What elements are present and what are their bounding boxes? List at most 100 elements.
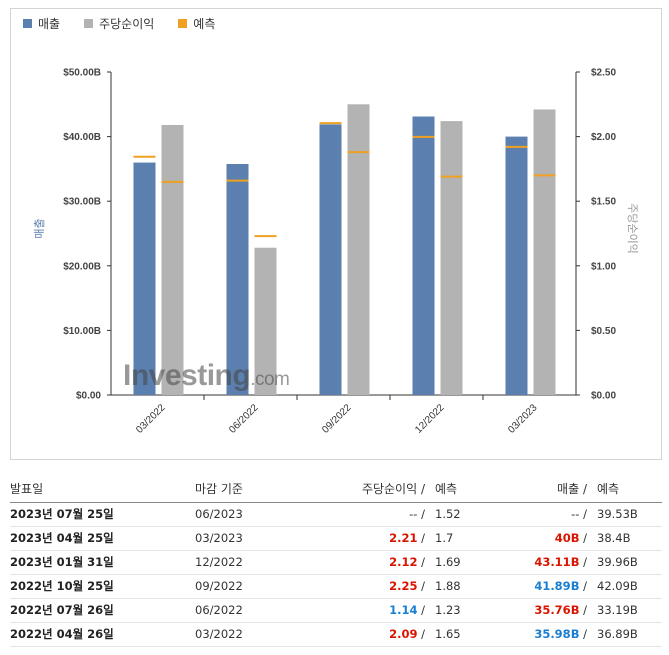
table-row: 2022년 07월 26일 06/2022 1.14 /1.23 35.76B /33…	[10, 598, 662, 623]
revenue-bar	[226, 163, 249, 395]
x-tick-label: 03/2022	[134, 402, 168, 436]
header-eps-forecast[interactable]: 예측	[425, 476, 505, 503]
y2-tick-label: $0.00	[591, 391, 616, 402]
row-eps-forecast: 1.7	[425, 526, 505, 551]
investing-watermark: Investing.com	[123, 359, 290, 393]
left-axis-title: 매출	[33, 218, 46, 238]
legend-item-eps[interactable]: 주당순이익	[84, 15, 154, 32]
legend-item-revenue[interactable]: 매출	[23, 15, 60, 32]
chart-plot: $0.00 $10.00B $20.00B $30.00B $40.00B $50.00B…	[33, 68, 639, 436]
eps-bar	[161, 124, 184, 396]
row-eps: -- /	[305, 502, 425, 527]
eps-value: 2.12	[389, 555, 418, 569]
row-revenue-forecast: 33.19B	[587, 598, 662, 623]
row-revenue-forecast: 39.53B	[587, 502, 662, 527]
forecast-swatch	[178, 19, 188, 28]
row-revenue: 35.98B /	[505, 622, 587, 647]
eps-bar	[440, 121, 463, 395]
legend-label-eps: 주당순이익	[99, 17, 155, 31]
y2-tick-label: $1.00	[591, 261, 616, 272]
row-eps: 2.25 /	[305, 574, 425, 599]
revenue-bar	[319, 124, 342, 396]
row-eps: 2.12 /	[305, 550, 425, 575]
legend-item-forecast[interactable]: 예측	[178, 15, 215, 32]
row-revenue-forecast: 36.89B	[587, 622, 662, 647]
row-revenue: 40B /	[505, 526, 587, 551]
eps-swatch	[84, 19, 94, 28]
row-revenue: 43.11B /	[505, 550, 587, 575]
revenue-bar	[412, 116, 435, 395]
y2-tick-label: $1.50	[591, 197, 616, 208]
y-tick-label: $40.00B	[63, 132, 101, 143]
header-eps[interactable]: 주당순이익 /	[305, 476, 425, 503]
row-date: 2023년 04월 25일	[10, 526, 195, 551]
header-revenue-forecast[interactable]: 예측	[587, 476, 662, 503]
right-axis-title: 주당순이익	[626, 203, 639, 254]
row-eps-forecast: 1.65	[425, 622, 505, 647]
revenue-value: 35.98B	[534, 627, 580, 641]
revenue-bar	[505, 136, 528, 395]
eps-value: --	[409, 507, 418, 521]
x-tick-label: 03/2023	[506, 402, 540, 436]
row-period: 06/2022	[195, 598, 305, 623]
row-revenue: -- /	[505, 502, 587, 527]
y-tick-label: $30.00B	[63, 197, 101, 208]
y2-tick-label: $2.50	[591, 68, 616, 79]
table-body: 2023년 07월 25일 06/2023 -- /1.52 -- /39.53B 20…	[10, 502, 662, 647]
eps-value: 1.14	[389, 603, 418, 617]
y-tick-label: $0.00	[76, 391, 101, 402]
watermark-text: Investing	[123, 359, 251, 392]
row-revenue-forecast: 42.09B	[587, 574, 662, 599]
header-eps-label: 주당순이익	[361, 482, 418, 497]
y-tick-label: $10.00B	[63, 326, 101, 337]
row-period: 03/2023	[195, 526, 305, 551]
x-tick-label: 12/2022	[413, 402, 447, 436]
row-eps: 2.09 /	[305, 622, 425, 647]
revenue-swatch	[23, 19, 32, 28]
header-revenue[interactable]: 매출 /	[505, 476, 587, 503]
eps-value: 2.09	[389, 627, 418, 641]
revenue-value: --	[571, 507, 580, 521]
row-revenue: 41.89B /	[505, 574, 587, 599]
row-eps: 2.21 /	[305, 526, 425, 551]
row-date: 2023년 01월 31일	[10, 550, 195, 575]
table-row: 2023년 01월 31일 12/2022 2.12 /1.69 43.11B /39…	[10, 550, 662, 575]
revenue-value: 40B	[554, 531, 580, 545]
revenue-bar	[133, 162, 156, 395]
table-row: 2023년 04월 25일 03/2023 2.21 /1.7 40B /38.4B	[10, 526, 662, 551]
row-period: 06/2023	[195, 502, 305, 527]
eps-bar	[533, 109, 556, 395]
x-tick-label: 09/2022	[320, 402, 354, 436]
legend-label-forecast: 예측	[193, 17, 216, 31]
row-period: 12/2022	[195, 550, 305, 575]
y-tick-label: $50.00B	[63, 68, 101, 79]
row-eps-forecast: 1.52	[425, 502, 505, 527]
revenue-value: 35.76B	[534, 603, 580, 617]
row-date: 2022년 04월 26일	[10, 622, 195, 647]
row-eps: 1.14 /	[305, 598, 425, 623]
row-eps-forecast: 1.88	[425, 574, 505, 599]
y-tick-label: $20.00B	[63, 261, 101, 272]
watermark-suffix: .com	[250, 369, 290, 390]
eps-value: 2.21	[389, 531, 418, 545]
row-revenue-forecast: 38.4B	[587, 526, 662, 551]
row-eps-forecast: 1.23	[425, 598, 505, 623]
row-period: 03/2022	[195, 622, 305, 647]
row-eps-forecast: 1.69	[425, 550, 505, 575]
table-row: 2023년 07월 25일 06/2023 -- /1.52 -- /39.53B	[10, 502, 662, 527]
row-period: 09/2022	[195, 574, 305, 599]
header-date[interactable]: 발표일	[10, 476, 195, 503]
y2-tick-label: $0.50	[591, 326, 616, 337]
table-row: 2022년 10월 25일 09/2022 2.25 /1.88 41.89B /42…	[10, 574, 662, 599]
eps-value: 2.25	[389, 579, 418, 593]
earnings-chart: 매출 주당순이익 예측 $0.00 $10.00B $20.00B $30.00B $4…	[10, 8, 662, 460]
table-row: 2022년 04월 26일 03/2022 2.09 /1.65 35.98B /36…	[10, 622, 662, 647]
revenue-value: 41.89B	[534, 579, 580, 593]
eps-bar	[254, 247, 277, 395]
row-date: 2023년 07월 25일	[10, 502, 195, 527]
row-date: 2022년 10월 25일	[10, 574, 195, 599]
header-period[interactable]: 마감 기준	[195, 476, 305, 503]
row-date: 2022년 07월 26일	[10, 598, 195, 623]
row-revenue-forecast: 39.96B	[587, 550, 662, 575]
revenue-value: 43.11B	[534, 555, 580, 569]
